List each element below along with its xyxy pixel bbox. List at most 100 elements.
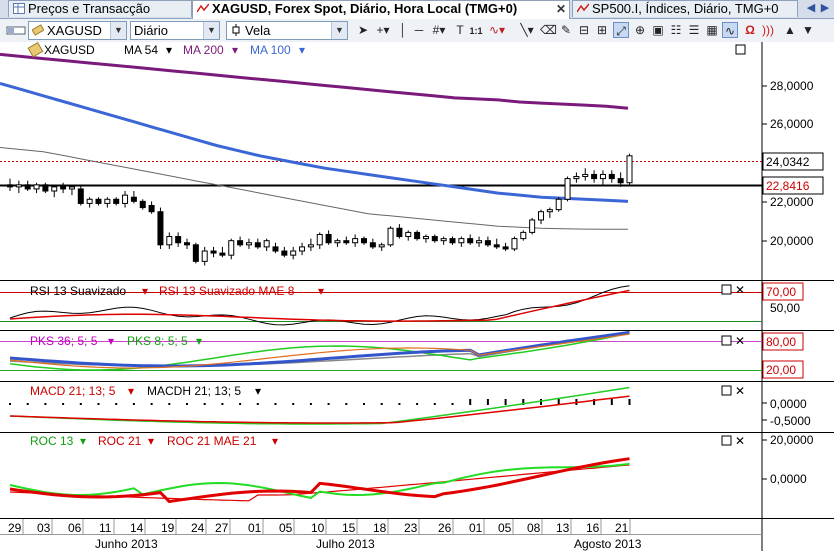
eraser-icon[interactable]: ⌫ xyxy=(540,23,557,37)
pks-legend[interactable]: PKS 36; 5; 5 xyxy=(30,334,98,348)
macdh-bar xyxy=(327,403,330,405)
roc13-legend-arrow: ▾ xyxy=(80,434,86,448)
minimize-pane-icon[interactable] xyxy=(721,284,732,295)
roc21-mae-legend[interactable]: ROC 21 MAE 21 xyxy=(167,434,257,448)
price-pane[interactable]: XAGUSD MA 54 ▾ MA 200 ▾ MA 100 ▾ 28,0000… xyxy=(0,42,824,266)
macdh-bar xyxy=(9,403,11,405)
macd-legend[interactable]: MACD 21; 13; 5 xyxy=(30,384,116,398)
legend-ma200[interactable]: MA 200 xyxy=(183,43,224,57)
macdh-bar xyxy=(416,403,419,405)
symbol-icon xyxy=(31,23,45,36)
table-icon[interactable]: ▦ xyxy=(706,23,718,37)
pencil-icon[interactable]: ✎ xyxy=(560,23,572,37)
pks-low-tag: 20,00 xyxy=(766,363,796,377)
list-icon[interactable]: ☰ xyxy=(688,23,700,37)
macd-legend-arrow: ▾ xyxy=(128,384,134,398)
symbol-icon xyxy=(27,42,44,58)
macd-pane[interactable]: MACD 21; 13; 5 ▾ MACDH 21; 13; 5 ▾ ✕ 0,0… xyxy=(9,384,811,428)
indicator-wave-icon[interactable]: ∿▾ xyxy=(488,23,506,37)
legend-ma54[interactable]: MA 54 xyxy=(124,43,158,57)
chevron-down-icon: ▼ xyxy=(331,22,347,39)
candle xyxy=(458,238,465,244)
candle xyxy=(573,176,580,180)
magnet-icon[interactable]: Ω xyxy=(745,23,755,37)
minimize-pane-icon[interactable] xyxy=(721,335,732,346)
fit-chart-icon[interactable]: ⤢ xyxy=(613,22,629,38)
close-pane-icon[interactable]: ✕ xyxy=(735,334,745,348)
rsi-mae-legend[interactable]: RSI 13 Suavizado MAE 8 xyxy=(159,284,295,298)
trendline-icon[interactable]: ╲▾ xyxy=(520,23,534,37)
pks-fast-legend[interactable]: PKS 8; 5; 5 xyxy=(127,334,188,348)
level-price-value: 22,8416 xyxy=(766,179,810,193)
cursor-arrow-icon[interactable]: ➤ xyxy=(357,23,369,37)
tab-precos-transaccao[interactable]: Preços e Transacção xyxy=(8,0,192,17)
maximize-pane-icon[interactable] xyxy=(735,44,746,55)
chart-icon xyxy=(196,2,210,13)
interval-select[interactable]: Diário ▼ xyxy=(130,21,220,40)
ma54-line xyxy=(0,147,628,230)
horizontal-line-icon[interactable]: ─ xyxy=(414,23,424,37)
macdh-bar xyxy=(540,399,542,405)
candle xyxy=(449,238,456,244)
chart-area[interactable]: XAGUSD MA 54 ▾ MA 200 ▾ MA 100 ▾ 28,0000… xyxy=(0,42,834,551)
chart-type-select[interactable]: Vela ▼ xyxy=(226,21,348,40)
macdh-bar xyxy=(380,403,383,405)
text-icon[interactable]: T xyxy=(456,23,464,37)
pks-pane[interactable]: PKS 36; 5; 5 ▾ PKS 8; 5; 5 ▾ ✕ 80,00 20,… xyxy=(0,330,804,379)
tab-scroll-right-icon[interactable]: ▶ xyxy=(820,2,830,14)
properties-icon[interactable]: ☷ xyxy=(670,23,682,37)
macd-signal-line xyxy=(9,395,630,424)
tab-scroll-left-icon[interactable]: ◀ xyxy=(806,2,816,14)
price-tick: 20,0000 xyxy=(770,234,814,248)
roc13-legend[interactable]: ROC 13 xyxy=(30,434,74,448)
macdh-bar xyxy=(221,403,224,405)
rsi-legend[interactable]: RSI 13 Suavizado xyxy=(30,284,126,298)
candle xyxy=(245,242,252,246)
date-tick: 05 xyxy=(498,521,512,535)
zoom-in-icon[interactable]: ⊕ xyxy=(634,23,646,37)
candle xyxy=(467,238,474,244)
candle xyxy=(24,184,31,190)
roc-pane[interactable]: ROC 13 ▾ ROC 21 ▾ ROC 21 MAE 21 ▾ ✕ 20,0… xyxy=(9,433,814,504)
layout-icon[interactable]: ▣ xyxy=(652,23,664,37)
candle xyxy=(405,231,412,238)
macdh-legend[interactable]: MACDH 21; 13; 5 xyxy=(147,384,241,398)
candle xyxy=(263,240,270,248)
macdh-bar xyxy=(610,399,613,405)
sound-icon[interactable]: ))) xyxy=(762,23,774,37)
close-pane-icon[interactable]: ✕ xyxy=(735,384,745,398)
close-pane-icon[interactable]: ✕ xyxy=(735,434,745,448)
grid-icon[interactable]: #▾ xyxy=(432,23,446,37)
measure-icon[interactable]: ⊞ xyxy=(596,23,608,37)
scroll-down-icon[interactable]: ▼ xyxy=(802,23,814,37)
minimize-pane-icon[interactable] xyxy=(721,435,732,446)
candle xyxy=(272,246,279,252)
legend-ma100[interactable]: MA 100 xyxy=(250,43,291,57)
tab-sp500-chart[interactable]: SP500.I, Índices, Diário, TMG+0 xyxy=(572,0,798,17)
roc21-legend[interactable]: ROC 21 xyxy=(98,434,142,448)
ma100-line xyxy=(0,81,629,203)
crosshair-icon[interactable]: +▾ xyxy=(376,23,390,37)
macdh-bar xyxy=(44,403,47,405)
rsi-pane[interactable]: RSI 13 Suavizado ▾ RSI 13 Suavizado MAE … xyxy=(0,282,804,326)
symbol-select[interactable]: XAGUSD ▼ xyxy=(28,21,127,40)
tab-xagusd-chart[interactable]: XAGUSD, Forex Spot, Diário, Hora Local (… xyxy=(192,0,570,19)
tab-bar: Preços e Transacção XAGUSD, Forex Spot, … xyxy=(0,0,834,19)
indicator-toggle-icon[interactable]: ∿ xyxy=(722,22,738,38)
candle xyxy=(520,231,527,240)
scroll-bar-icon[interactable] xyxy=(6,22,26,38)
macdh-bar xyxy=(451,403,454,405)
candle xyxy=(343,240,350,244)
candle xyxy=(42,184,49,192)
ruler-icon[interactable]: ⊟ xyxy=(578,23,590,37)
close-tab-icon[interactable]: ✕ xyxy=(555,2,566,16)
scroll-up-icon[interactable]: ▲ xyxy=(784,23,796,37)
pks-fast-legend-arrow: ▾ xyxy=(196,334,202,348)
candle xyxy=(86,198,93,204)
minimize-pane-icon[interactable] xyxy=(721,385,732,396)
date-tick: 21 xyxy=(615,521,629,535)
candle xyxy=(361,238,367,244)
vertical-line-icon[interactable]: │ xyxy=(399,23,407,37)
zoom-1-1-icon[interactable]: 1:1 xyxy=(468,22,484,38)
close-pane-icon[interactable]: ✕ xyxy=(735,283,745,297)
